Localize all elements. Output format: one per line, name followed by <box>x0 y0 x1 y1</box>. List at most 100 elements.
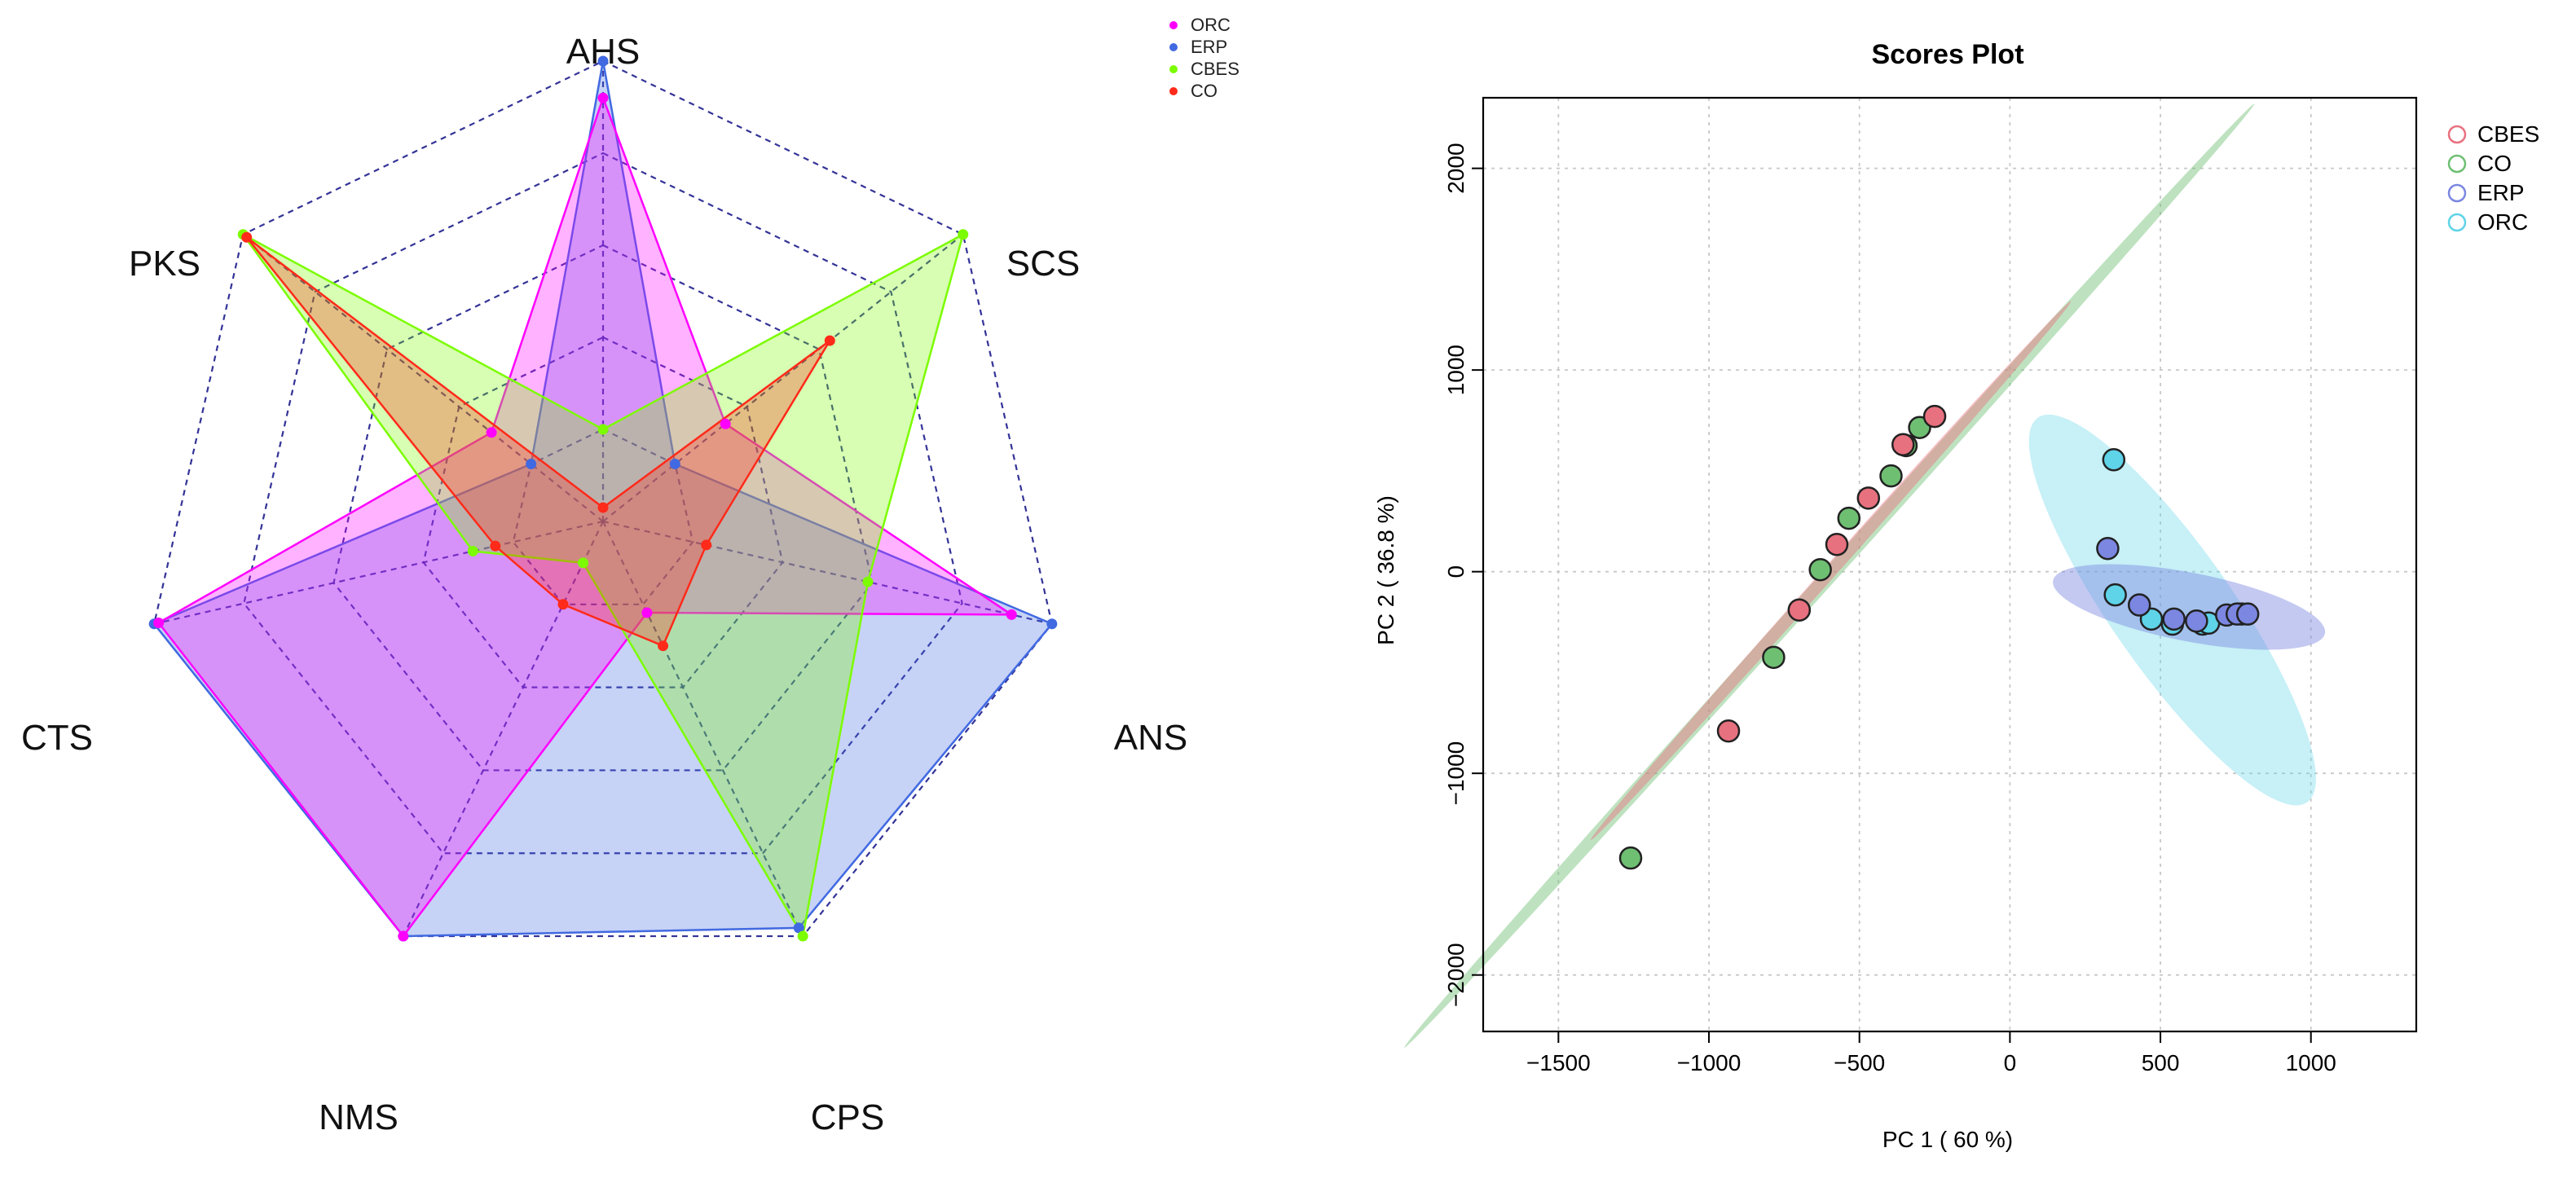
x-tick-label--500: −500 <box>1834 1050 1885 1075</box>
radar-legend-marker-orc <box>1169 21 1178 29</box>
x-tick-label--1000: −1000 <box>1677 1050 1742 1075</box>
point-co-4 <box>1808 557 1832 582</box>
legend-marker-erp <box>2447 183 2467 203</box>
x-tick-label--1500: −1500 <box>1526 1050 1591 1075</box>
y-tick-label-0: 0 <box>1443 565 1469 578</box>
scores-plot-grid <box>1483 98 2416 1031</box>
scores-plot: Scores Plot −1500 −1000 −500 0 500 1000−2000−… <box>1373 39 2539 1152</box>
radar-series-orc <box>156 95 1015 939</box>
radar-series-erp <box>152 60 1054 938</box>
point-co-6 <box>1618 846 1643 870</box>
legend-label-co: CO <box>2477 151 2512 176</box>
radar-legend-marker-co <box>1169 87 1178 95</box>
radar-point-cbes-ahs <box>597 424 609 435</box>
radar-spoke-ans <box>602 520 1053 625</box>
radar-point-cbes-cts <box>467 545 478 556</box>
radar-point-erp-ahs <box>597 55 609 67</box>
radar-point-erp-ans <box>1046 618 1058 630</box>
scores-plot-title: Scores Plot <box>1871 39 2023 70</box>
radar-legend-marker-cbes <box>1169 65 1178 73</box>
radar-grid <box>152 59 1054 938</box>
score-points <box>1618 404 2260 870</box>
radar-axis-label-cts: CTS <box>21 718 93 758</box>
y-tick-label--2000: −2000 <box>1443 943 1469 1007</box>
scores-plot-legend: CBES CO ERP ORC <box>2447 121 2539 235</box>
radar-axis-label-ahs: AHS <box>566 32 640 72</box>
plot-frame <box>1482 96 2418 1033</box>
radar-grid-ring-2 <box>422 336 784 688</box>
radar-series-group <box>148 55 1058 942</box>
radar-point-co-ahs <box>597 502 609 513</box>
radar-point-co-cps <box>658 640 669 652</box>
radar-point-erp-cps <box>793 922 804 934</box>
point-erp-6 <box>2235 602 2260 626</box>
radar-point-erp-pks <box>526 459 537 470</box>
radar-spoke-scs <box>602 233 964 522</box>
radar-point-co-pks <box>241 231 253 243</box>
radar-point-orc-ahs <box>597 92 609 103</box>
y-tick-label-2000: 2000 <box>1443 143 1469 193</box>
radar-legend-label-co: CO <box>1191 81 1218 101</box>
radar-legend-label-erp: ERP <box>1191 37 1227 57</box>
point-co-5 <box>1762 645 1786 670</box>
x-tick-label-0: 0 <box>2004 1050 2017 1075</box>
point-erp-2 <box>2162 607 2186 631</box>
x-axis-label: PC 1 ( 60 %) <box>1882 1127 2013 1152</box>
radar-point-orc-cts <box>153 617 165 628</box>
radar-point-cbes-ans <box>862 576 874 587</box>
radar-spoke-cps <box>602 521 804 937</box>
radar-point-orc-cps <box>641 607 653 618</box>
point-orc-0 <box>2102 448 2126 472</box>
radar-point-orc-scs <box>720 418 731 429</box>
point-orc-1 <box>2103 583 2127 607</box>
radar-spoke-cts <box>153 520 604 625</box>
radar-grid-ring-5 <box>152 59 1054 938</box>
radar-grid-ring-4 <box>243 152 963 855</box>
legend-marker-cbes <box>2447 125 2467 144</box>
radar-series-cbes <box>242 232 965 939</box>
radar-spoke-nms <box>402 521 604 937</box>
legend-label-erp: ERP <box>2477 180 2525 205</box>
point-erp-0 <box>2096 536 2120 561</box>
radar-point-co-nms <box>557 599 569 610</box>
legend-marker-orc <box>2447 213 2467 232</box>
y-tick-label-1000: 1000 <box>1443 345 1469 395</box>
radar-point-orc-ans <box>1006 609 1017 620</box>
legend-label-cbes: CBES <box>2477 121 2539 147</box>
point-co-3 <box>1837 506 1861 530</box>
radar-point-orc-pks <box>486 427 497 438</box>
radar-point-orc-nms <box>398 930 409 942</box>
radar-axis-labels: AHS SCS ANS CPS NMS CTS PKS <box>21 32 1187 1137</box>
x-tick-label-500: 500 <box>2142 1050 2180 1075</box>
radar-point-cbes-nms <box>577 557 588 569</box>
radar-axis-label-nms: NMS <box>319 1097 399 1137</box>
radar-legend-marker-erp <box>1169 43 1178 51</box>
radar-axis-label-scs: SCS <box>1006 244 1080 284</box>
radar-point-cbes-scs <box>958 229 969 240</box>
radar-point-co-cts <box>490 540 501 552</box>
radar-point-co-scs <box>824 335 835 346</box>
legend-label-orc: ORC <box>2477 209 2528 235</box>
radar-grid-ring-1 <box>512 428 694 605</box>
radar-axis-label-cps: CPS <box>811 1097 884 1137</box>
radar-spoke-pks <box>242 233 604 522</box>
legend-marker-co <box>2447 154 2467 174</box>
radar-point-cbes-cps <box>797 930 808 942</box>
confidence-ellipses <box>1404 103 2326 1048</box>
point-cbes-3 <box>1825 532 1849 556</box>
radar-series-co <box>245 236 831 648</box>
y-axis-label: PC 2 ( 36.8 %) <box>1373 495 1398 645</box>
point-cbes-2 <box>1856 486 1881 510</box>
radar-legend-label-orc: ORC <box>1191 15 1231 35</box>
radar-axis-label-ans: ANS <box>1114 718 1187 758</box>
radar-point-erp-scs <box>669 459 680 470</box>
radar-axis-label-pks: PKS <box>129 244 200 284</box>
radar-grid-ring-3 <box>332 244 874 772</box>
x-tick-label-1000: 1000 <box>2286 1050 2336 1075</box>
point-erp-1 <box>2127 593 2151 617</box>
point-cbes-1 <box>1891 433 1915 456</box>
scores-plot-axes: −1500 −1000 −500 0 500 1000 −2000 −1000 0 1000 200… <box>1443 96 2418 1075</box>
point-erp-3 <box>2185 609 2208 633</box>
